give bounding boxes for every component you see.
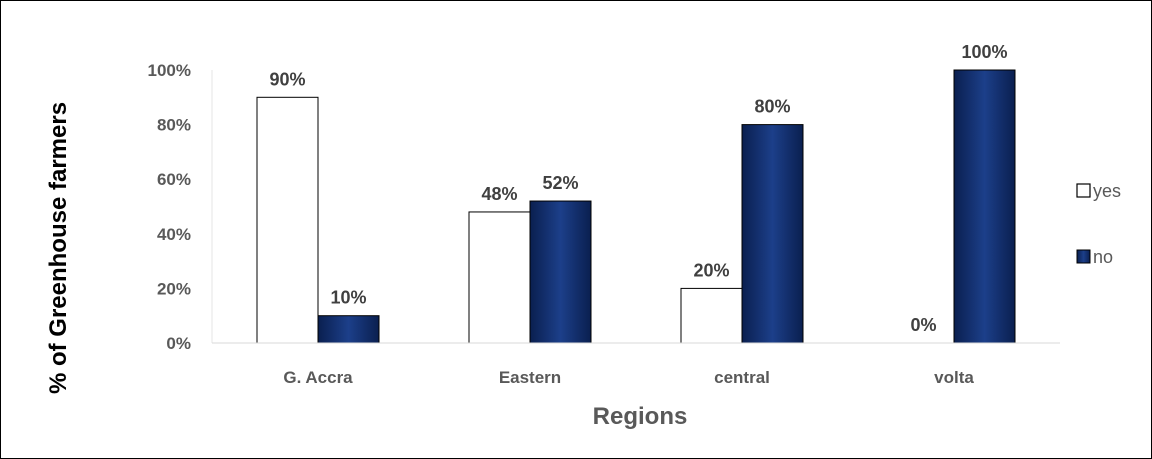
legend-swatch-no [1076,249,1091,264]
legend: yes no [1076,181,1121,267]
data-label: 52% [542,173,578,193]
data-label: 100% [961,42,1007,62]
x-axis-title: Regions [593,403,688,430]
x-tick-label: volta [934,368,974,387]
bar-yes-central [680,287,743,344]
bar-yes-eastern [468,211,531,344]
x-tick-label: central [714,368,770,387]
legend-label-yes: yes [1093,181,1121,201]
y-axis: 0% 20% 40% 60% 80% 100% [148,61,213,353]
data-labels: 90% 10% 48% 52% 20% 80% 0% 100% [269,42,1007,335]
y-tick-label: 20% [157,279,191,298]
data-label: 10% [330,288,366,308]
y-tick-label: 60% [157,170,191,189]
data-label: 0% [910,315,936,335]
data-label: 48% [481,184,517,204]
bar-no-volta [953,69,1016,344]
y-axis-title: % of Greenhouse farmers [45,102,72,394]
y-tick-label: 0% [166,334,191,353]
bar-no-central [741,124,804,344]
y-tick-label: 40% [157,225,191,244]
bars [256,69,1016,344]
data-label: 80% [754,97,790,117]
legend-label-no: no [1093,247,1113,267]
x-tick-label: Eastern [499,368,561,387]
legend-swatch-yes [1076,183,1091,198]
data-label: 20% [693,260,729,280]
bar-no-g-accra [317,315,380,344]
bar-no-eastern [529,200,592,344]
bar-yes-g-accra [256,96,319,344]
y-tick-label: 100% [148,61,191,80]
data-label: 90% [269,69,305,89]
x-tick-label: G. Accra [283,368,353,387]
y-tick-label: 80% [157,116,191,135]
x-axis-categories: G. Accra Eastern central volta [283,368,974,387]
